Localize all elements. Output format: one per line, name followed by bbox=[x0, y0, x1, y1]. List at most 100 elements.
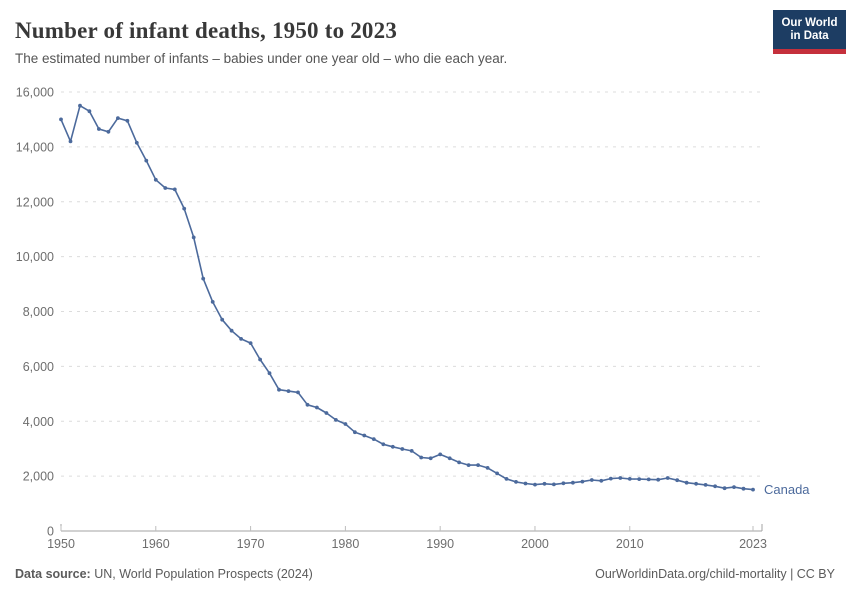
data-point[interactable] bbox=[466, 463, 471, 467]
data-point[interactable] bbox=[163, 186, 168, 190]
data-point[interactable] bbox=[665, 476, 670, 480]
data-point[interactable] bbox=[239, 337, 244, 341]
x-axis-tick-label: 1990 bbox=[426, 537, 454, 551]
data-point[interactable] bbox=[78, 103, 82, 108]
data-point[interactable] bbox=[741, 486, 746, 491]
data-point[interactable] bbox=[675, 478, 680, 483]
data-point[interactable] bbox=[580, 479, 585, 484]
data-point[interactable] bbox=[324, 411, 329, 415]
data-point[interactable] bbox=[637, 477, 642, 481]
data-point[interactable] bbox=[220, 317, 225, 322]
data-point[interactable] bbox=[362, 433, 367, 438]
owid-logo-accent-bar bbox=[773, 49, 846, 54]
data-point[interactable] bbox=[286, 389, 291, 393]
data-point[interactable] bbox=[409, 449, 414, 453]
owid-logo[interactable]: Our World in Data bbox=[773, 10, 846, 54]
data-point[interactable] bbox=[400, 447, 405, 451]
data-point[interactable] bbox=[277, 387, 281, 392]
data-point[interactable] bbox=[523, 481, 528, 486]
data-point[interactable] bbox=[485, 466, 490, 470]
data-point[interactable] bbox=[116, 116, 120, 120]
data-point[interactable] bbox=[561, 481, 566, 486]
data-point[interactable] bbox=[343, 422, 348, 426]
data-point[interactable] bbox=[571, 480, 575, 485]
data-point[interactable] bbox=[447, 456, 452, 461]
entity-label[interactable]: Canada bbox=[764, 482, 810, 497]
data-point[interactable] bbox=[296, 390, 300, 395]
data-point[interactable] bbox=[201, 276, 206, 281]
data-point[interactable] bbox=[97, 127, 101, 131]
data-point[interactable] bbox=[589, 478, 594, 482]
data-point[interactable] bbox=[371, 437, 376, 441]
x-axis-tick-label: 1980 bbox=[331, 537, 359, 551]
data-point[interactable] bbox=[457, 460, 461, 465]
data-point[interactable] bbox=[533, 482, 537, 487]
data-point[interactable] bbox=[305, 402, 310, 407]
data-point[interactable] bbox=[248, 341, 253, 345]
data-point[interactable] bbox=[68, 139, 73, 144]
x-axis-tick-label: 2023 bbox=[739, 537, 767, 551]
x-axis-tick-label: 1970 bbox=[237, 537, 265, 551]
x-axis-tick-label: 2010 bbox=[616, 537, 644, 551]
data-point[interactable] bbox=[334, 418, 338, 422]
chart-footer: Data source: UN, World Population Prospe… bbox=[15, 567, 835, 581]
page-title: Number of infant deaths, 1950 to 2023 bbox=[15, 18, 398, 43]
data-point[interactable] bbox=[87, 109, 92, 114]
data-point[interactable] bbox=[153, 177, 158, 182]
data-point[interactable] bbox=[438, 452, 443, 457]
data-point[interactable] bbox=[713, 484, 717, 489]
data-point[interactable] bbox=[694, 481, 698, 486]
license-link[interactable]: OurWorldinData.org/child-mortality | CC … bbox=[595, 567, 835, 581]
y-axis-tick-label: 4,000 bbox=[23, 415, 54, 429]
data-point[interactable] bbox=[608, 476, 613, 481]
x-axis-tick-label: 1950 bbox=[47, 537, 75, 551]
owid-logo-text: Our World in Data bbox=[773, 10, 846, 49]
data-point[interactable] bbox=[144, 158, 149, 163]
data-point[interactable] bbox=[258, 357, 262, 362]
data-point[interactable] bbox=[751, 487, 755, 492]
data-point[interactable] bbox=[495, 471, 499, 476]
data-point[interactable] bbox=[267, 371, 272, 376]
data-point[interactable] bbox=[722, 486, 727, 491]
data-point[interactable] bbox=[210, 300, 215, 304]
data-point[interactable] bbox=[627, 477, 632, 481]
data-point[interactable] bbox=[315, 405, 319, 410]
data-point[interactable] bbox=[656, 477, 661, 482]
data-point[interactable] bbox=[542, 481, 547, 486]
y-axis-tick-label: 8,000 bbox=[23, 305, 54, 319]
data-line-canada[interactable] bbox=[60, 104, 754, 491]
data-point[interactable] bbox=[419, 455, 424, 460]
data-point[interactable] bbox=[106, 129, 111, 134]
y-axis-tick-label: 6,000 bbox=[23, 360, 54, 374]
data-point[interactable] bbox=[552, 482, 556, 487]
data-point[interactable] bbox=[134, 140, 139, 145]
data-point[interactable] bbox=[172, 187, 177, 192]
data-point[interactable] bbox=[504, 477, 509, 481]
data-point[interactable] bbox=[599, 478, 604, 483]
data-point[interactable] bbox=[514, 480, 518, 484]
data-point[interactable] bbox=[125, 118, 130, 123]
data-point[interactable] bbox=[353, 430, 357, 435]
data-point[interactable] bbox=[191, 235, 196, 240]
data-point[interactable] bbox=[229, 328, 234, 333]
data-point[interactable] bbox=[381, 442, 386, 447]
y-axis-tick-label: 16,000 bbox=[16, 86, 54, 100]
y-axis-tick-label: 0 bbox=[47, 525, 54, 539]
data-point[interactable] bbox=[59, 117, 63, 122]
x-axis-tick-label: 1960 bbox=[142, 537, 170, 551]
data-source-text: UN, World Population Prospects (2024) bbox=[90, 567, 313, 581]
chart-subtitle: The estimated number of infants – babies… bbox=[15, 51, 508, 66]
data-source-label: Data source: bbox=[15, 567, 91, 581]
data-point[interactable] bbox=[684, 480, 689, 485]
data-point[interactable] bbox=[428, 456, 433, 461]
data-point[interactable] bbox=[618, 476, 623, 480]
y-axis-tick-label: 2,000 bbox=[23, 470, 54, 484]
data-point[interactable] bbox=[182, 206, 187, 211]
data-point[interactable] bbox=[476, 463, 480, 467]
data-point[interactable] bbox=[732, 485, 736, 489]
data-point[interactable] bbox=[646, 477, 651, 482]
data-point[interactable] bbox=[703, 483, 708, 487]
data-point[interactable] bbox=[390, 444, 395, 449]
